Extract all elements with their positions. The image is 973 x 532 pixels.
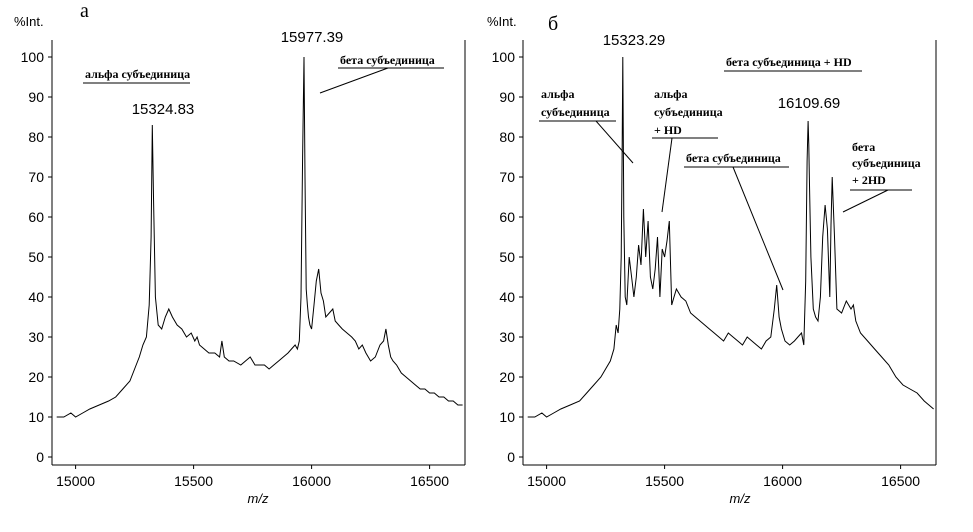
panel-b-annotation-alpha-hd-line3: + HD (654, 123, 682, 137)
panel-a-y-tick-label: 80 (28, 129, 44, 145)
panel-b-x-label: m/z (730, 491, 751, 506)
panel-b-annotation-alpha: альфа субъединица (541, 87, 610, 119)
panel-b-y-tick-label: 60 (499, 209, 515, 225)
panel-a-x-label: m/z (248, 491, 269, 506)
panel-a-x-tick-label: 16500 (410, 473, 449, 489)
panel-b-annotation-alpha-hd-line1: альфа (654, 87, 688, 101)
panel-b-annotation-alpha-line2: субъединица (541, 105, 610, 119)
panel-b-annotation-alpha-line1: альфа (541, 87, 575, 101)
panel-b-y-tick-label: 80 (499, 129, 515, 145)
panel-b-x-tick-label: 15000 (527, 473, 566, 489)
panel-a-y-label: %Int. (14, 14, 44, 29)
panel-a-y-tick-label: 40 (28, 289, 44, 305)
panel-a-frame (51, 40, 466, 466)
panel-a-x-tick-label: 16000 (292, 473, 331, 489)
panel-a-annotation-alpha: альфа субъединица (85, 67, 190, 81)
panel-b-annotation-alpha-hd-line2: субъединица (654, 105, 723, 119)
panel-b-annotation-beta-leader (732, 166, 784, 291)
panel-b-x-tick-label: 16000 (763, 473, 802, 489)
panel-b-letter: б (548, 13, 558, 35)
panel-a-y-ticks: 0 10 20 30 40 50 60 70 80 90 100 (21, 49, 52, 465)
panel-b-x-tick-label: 16500 (881, 473, 920, 489)
panel-b-annotation-alpha-leader (595, 120, 634, 164)
panel-a-peak-label-alpha: 15324.83 (132, 101, 195, 118)
panel-a-y-tick-label: 90 (28, 89, 44, 105)
panel-b-y-tick-label: 40 (499, 289, 515, 305)
panel-b-annotation-alpha-hd-leader (661, 137, 673, 213)
panel-a-peak-label-beta: 15977.39 (281, 29, 344, 46)
panel-a-y-tick-label: 30 (28, 329, 44, 345)
panel-a-y-tick-label: 60 (28, 209, 44, 225)
panel-a-x-tick-label: 15500 (174, 473, 213, 489)
panel-a-y-tick-label: 20 (28, 369, 44, 385)
panel-b: б %Int. 0 10 20 30 40 50 60 70 80 90 100 15000 1550… (487, 13, 937, 506)
panel-a: а %Int. 0 10 20 30 40 50 60 70 80 90 100 15000 1550… (14, 0, 466, 506)
panel-a-y-tick-label: 70 (28, 169, 44, 185)
panel-a-y-tick-label: 100 (21, 49, 45, 65)
panel-b-annotation-beta-2hd-line2: субъединица (852, 156, 921, 170)
panel-b-frame (522, 40, 937, 466)
panel-b-y-label: %Int. (487, 14, 517, 29)
panel-b-y-tick-label: 100 (492, 49, 516, 65)
panel-b-y-tick-label: 10 (499, 409, 515, 425)
panel-a-y-tick-label: 0 (36, 449, 44, 465)
panel-b-peak-label-alpha: 15323.29 (603, 32, 666, 49)
panel-a-x-tick-label: 15000 (56, 473, 95, 489)
panel-b-annotation-beta-2hd: бета субъединица + 2HD (852, 140, 924, 187)
panel-b-spectrum-line (527, 56, 934, 418)
panel-b-y-ticks: 0 10 20 30 40 50 60 70 80 90 100 (492, 49, 523, 465)
panel-b-annotation-beta-2hd-line3: + 2HD (852, 173, 886, 187)
panel-b-peak-label-beta-hd: 16109.69 (778, 95, 841, 112)
panel-a-annotation-beta: бета субъединица (340, 53, 435, 67)
panel-a-annotation-beta-leader (319, 67, 389, 94)
panel-a-x-ticks: 15000 15500 16000 16500 (56, 465, 449, 489)
panel-b-annotation-beta-2hd-leader (842, 189, 889, 213)
panel-b-y-tick-label: 90 (499, 89, 515, 105)
panel-b-annotation-beta-2hd-line1: бета (852, 140, 875, 154)
panel-b-y-tick-label: 70 (499, 169, 515, 185)
panel-b-annotation-beta-hd: бета субъединица + HD (726, 55, 852, 69)
panel-b-annotation-alpha-hd: альфа субъединица + HD (654, 87, 726, 137)
panel-a-letter: а (80, 0, 89, 22)
panel-b-y-tick-label: 50 (499, 249, 515, 265)
panel-b-y-tick-label: 0 (507, 449, 515, 465)
panel-a-y-tick-label: 50 (28, 249, 44, 265)
panel-b-x-tick-label: 15500 (645, 473, 684, 489)
panel-b-y-tick-label: 30 (499, 329, 515, 345)
panel-a-spectrum-line (56, 56, 463, 418)
panel-b-y-tick-label: 20 (499, 369, 515, 385)
panel-a-y-tick-label: 10 (28, 409, 44, 425)
panel-b-annotation-beta: бета субъединица (686, 151, 781, 165)
panel-b-x-ticks: 15000 15500 16000 16500 (527, 465, 920, 489)
